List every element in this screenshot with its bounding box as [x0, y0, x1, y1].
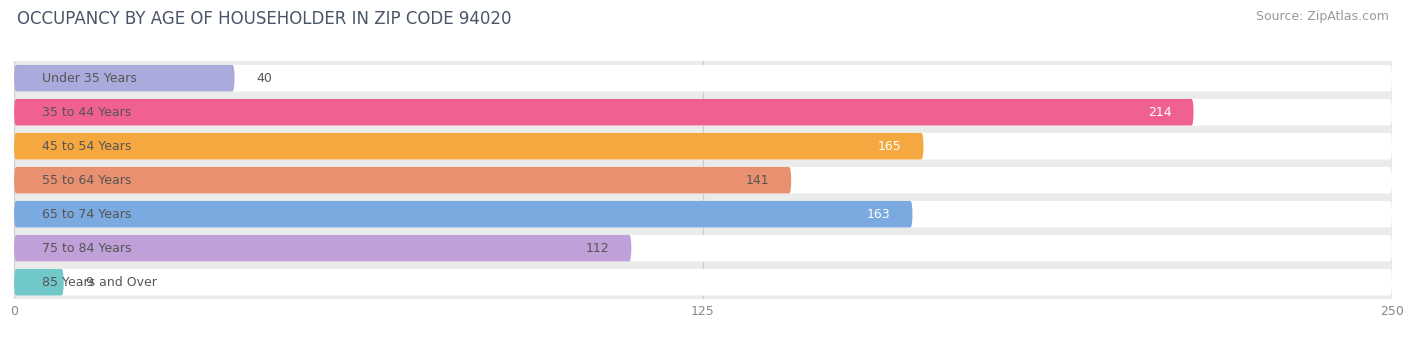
FancyBboxPatch shape: [14, 201, 912, 227]
FancyBboxPatch shape: [14, 167, 792, 193]
FancyBboxPatch shape: [14, 201, 1392, 227]
Text: 75 to 84 Years: 75 to 84 Years: [42, 242, 131, 255]
FancyBboxPatch shape: [14, 65, 1392, 91]
Text: 163: 163: [866, 208, 890, 221]
Text: 214: 214: [1147, 106, 1171, 119]
FancyBboxPatch shape: [14, 99, 1194, 125]
Text: 85 Years and Over: 85 Years and Over: [42, 276, 156, 289]
Text: 40: 40: [256, 72, 273, 85]
FancyBboxPatch shape: [14, 99, 1392, 125]
FancyBboxPatch shape: [14, 269, 1392, 295]
Text: OCCUPANCY BY AGE OF HOUSEHOLDER IN ZIP CODE 94020: OCCUPANCY BY AGE OF HOUSEHOLDER IN ZIP C…: [17, 10, 512, 28]
Text: Source: ZipAtlas.com: Source: ZipAtlas.com: [1256, 10, 1389, 23]
FancyBboxPatch shape: [14, 133, 1392, 159]
FancyBboxPatch shape: [14, 167, 1392, 193]
Text: 9: 9: [86, 276, 94, 289]
Text: 35 to 44 Years: 35 to 44 Years: [42, 106, 131, 119]
FancyBboxPatch shape: [14, 65, 235, 91]
FancyBboxPatch shape: [14, 235, 1392, 261]
Text: 141: 141: [745, 174, 769, 187]
FancyBboxPatch shape: [14, 269, 63, 295]
FancyBboxPatch shape: [14, 133, 924, 159]
Text: Under 35 Years: Under 35 Years: [42, 72, 136, 85]
Text: 165: 165: [877, 140, 901, 153]
Text: 65 to 74 Years: 65 to 74 Years: [42, 208, 131, 221]
Text: 112: 112: [586, 242, 609, 255]
FancyBboxPatch shape: [14, 235, 631, 261]
Text: 55 to 64 Years: 55 to 64 Years: [42, 174, 131, 187]
Text: 45 to 54 Years: 45 to 54 Years: [42, 140, 131, 153]
